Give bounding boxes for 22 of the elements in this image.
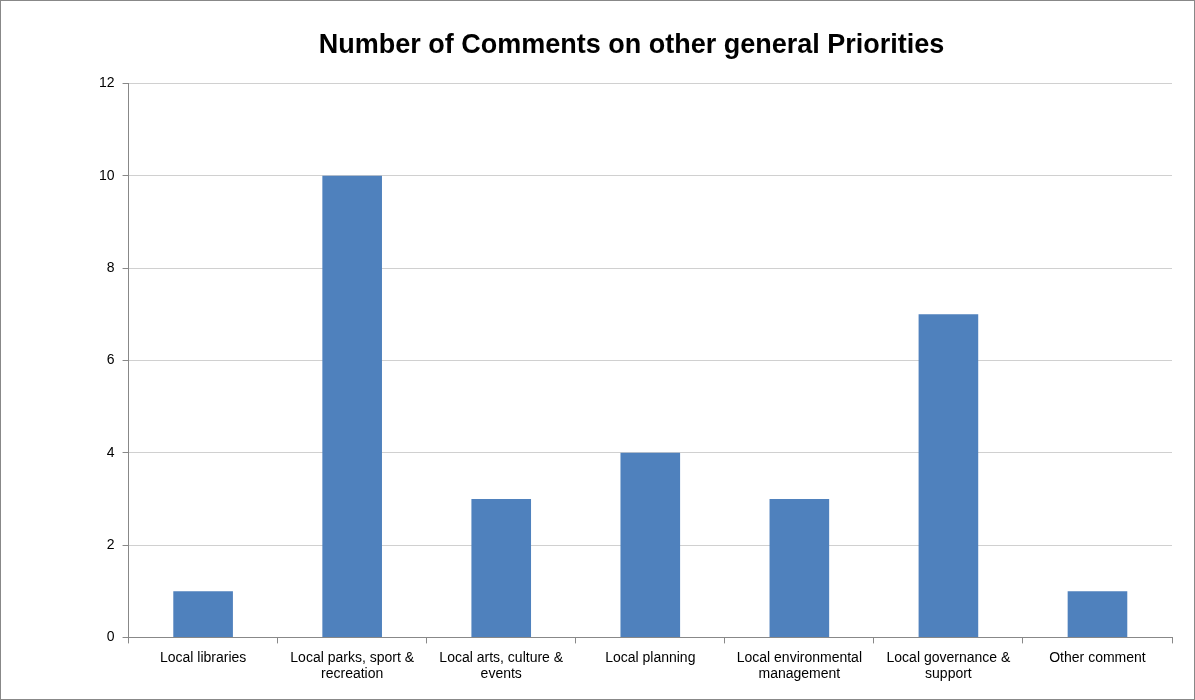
chart-title: Number of Comments on other general Priorities xyxy=(318,28,945,59)
bar xyxy=(471,498,532,637)
bar xyxy=(173,591,233,637)
y-tick-label: 4 xyxy=(106,443,115,460)
x-tick-label: Local governance & support xyxy=(886,648,1011,682)
bar xyxy=(620,452,681,637)
bar xyxy=(769,498,830,637)
x-tick-label: Local environmental management xyxy=(736,648,862,682)
x-tick-label: Local libraries xyxy=(159,648,247,665)
y-tick-label: 10 xyxy=(98,166,115,183)
y-tick-label: 12 xyxy=(98,74,115,91)
y-tick-label: 0 xyxy=(106,628,115,645)
x-tick-label: Local arts, culture & events xyxy=(439,648,564,682)
x-tick-label: Other comment xyxy=(1049,648,1146,665)
bar xyxy=(1067,591,1128,637)
bar xyxy=(918,314,979,637)
x-tick-label: Local parks, sport & recreation xyxy=(290,648,415,682)
bar xyxy=(322,175,382,637)
y-tick-label: 2 xyxy=(106,535,115,552)
y-tick-label: 6 xyxy=(106,351,115,368)
x-tick-label: Local planning xyxy=(605,648,696,665)
y-tick-label: 8 xyxy=(106,258,115,275)
